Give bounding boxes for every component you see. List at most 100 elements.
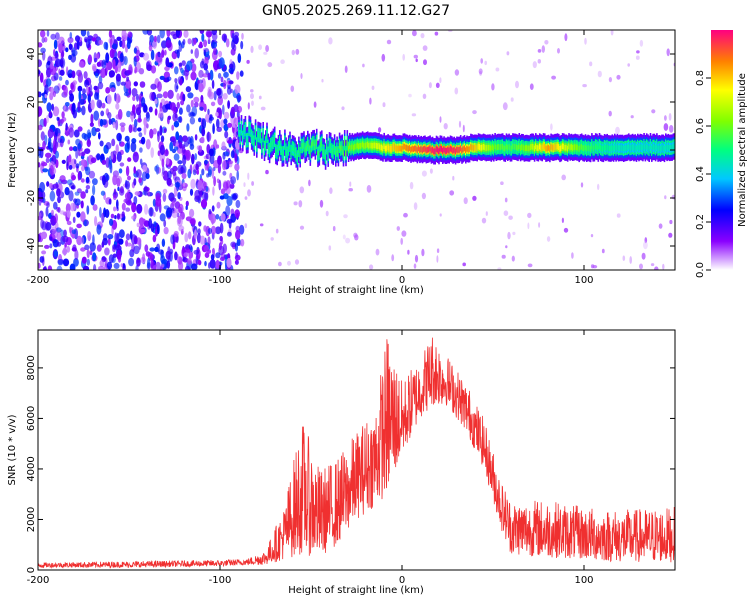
ridge-cell [293, 146, 295, 152]
ridge-cell [572, 144, 574, 151]
ridge-cell [238, 126, 240, 133]
noise-blob [497, 267, 502, 270]
noise-blob [81, 256, 87, 264]
ridge-cell [653, 144, 656, 150]
noise-blob [201, 118, 207, 130]
noise-blob [174, 251, 178, 261]
noise-blob [182, 154, 187, 166]
ridge-cell [280, 145, 282, 151]
noise-blob [99, 140, 104, 147]
noise-blob [247, 102, 250, 110]
noise-blob [77, 85, 83, 92]
ridge-cell [626, 144, 629, 151]
y-tick-label: 2000 [26, 507, 37, 532]
noise-blob [117, 109, 123, 120]
noise-blob [207, 227, 213, 235]
noise-blob [56, 188, 61, 197]
noise-blob [500, 181, 504, 185]
noise-blob [198, 117, 202, 123]
noise-blob [662, 263, 665, 270]
noise-blob [204, 260, 207, 267]
noise-blob [192, 169, 197, 176]
noise-blob [113, 206, 117, 212]
noise-blob [106, 94, 112, 105]
noise-blob [165, 39, 172, 49]
ridge-cell [651, 145, 653, 152]
ridge-cell [356, 142, 359, 149]
noise-blob [236, 238, 241, 247]
noise-blob [141, 97, 146, 107]
noise-blob [74, 159, 77, 165]
noise-blob [227, 122, 233, 128]
noise-blob [62, 258, 70, 267]
ridge-cell [366, 141, 369, 148]
noise-blob [152, 234, 157, 243]
noise-blob [130, 141, 137, 153]
noise-blob [133, 178, 137, 186]
ridge-cell [261, 142, 263, 149]
y-tick-label: 8000 [26, 355, 37, 380]
ridge-cell [447, 146, 449, 153]
noise-blob [183, 30, 189, 38]
noise-blob [107, 112, 112, 119]
ridge-cell [410, 146, 412, 153]
noise-blob [224, 130, 229, 139]
ridge-cell [475, 144, 477, 151]
noise-blob [114, 215, 117, 220]
noise-blob [70, 202, 76, 212]
noise-blob [63, 229, 67, 238]
ridge-cell [340, 145, 342, 152]
noise-blob [234, 259, 239, 265]
noise-blob [362, 63, 365, 68]
noise-blob [86, 30, 90, 37]
ridge-cell [372, 142, 374, 149]
ridge-cell [382, 145, 384, 152]
ridge-cell [305, 145, 308, 152]
noise-blob [391, 254, 395, 262]
noise-blob [194, 101, 199, 108]
noise-blob [81, 105, 86, 116]
colorbar-ticks: 0.0 0.2 0.4 0.6 0.8 [695, 70, 711, 278]
noise-blob [76, 223, 82, 229]
ridge-cell [434, 148, 436, 155]
noise-blob [78, 90, 82, 102]
noise-blob [129, 230, 133, 240]
noise-blob [81, 132, 87, 139]
ridge-cell [495, 144, 498, 151]
noise-blob [151, 261, 157, 270]
noise-blob [90, 157, 97, 164]
noise-blob [59, 210, 65, 215]
noise-blob [77, 101, 81, 112]
noise-blob [639, 263, 643, 270]
ridge-cell [265, 140, 267, 147]
ridge-cell [621, 145, 624, 151]
ridge-cell [634, 144, 636, 151]
noise-blob [472, 195, 477, 201]
noise-blob [202, 73, 209, 78]
ridge-cell [295, 151, 298, 158]
ridge-cell [279, 140, 281, 147]
ridge-cell [541, 145, 543, 151]
ridge-cell [558, 144, 560, 150]
ridge-cell [468, 146, 471, 153]
noise-blob [69, 226, 72, 234]
ridge-cell [249, 126, 252, 133]
ridge-cell [607, 145, 610, 152]
ridge-cell [449, 145, 452, 152]
noise-blob [137, 117, 142, 123]
ridge-cell [499, 144, 501, 151]
noise-blob [197, 228, 201, 235]
noise-blob [64, 187, 70, 196]
ridge-cell [270, 142, 272, 149]
noise-blob [188, 244, 193, 251]
noise-blob [211, 205, 215, 212]
noise-blob [117, 255, 122, 263]
noise-blob [104, 247, 110, 256]
noise-blob [527, 263, 533, 268]
noise-blob [39, 256, 45, 263]
ridge-cell [603, 144, 606, 151]
noise-blob [82, 88, 86, 95]
ridge-cell [240, 125, 243, 132]
noise-blob [230, 48, 236, 56]
noise-blob [561, 174, 566, 181]
